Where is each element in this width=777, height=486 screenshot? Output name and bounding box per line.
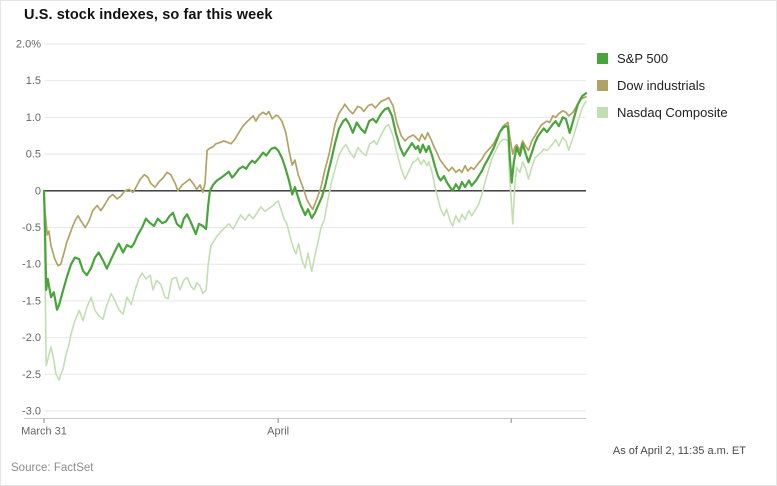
y-axis-tick-label: -0.5 <box>22 222 41 234</box>
x-axis-tick-label: March 31 <box>21 426 67 438</box>
legend-label: Dow industrials <box>617 78 706 93</box>
chart-title: U.S. stock indexes, so far this week <box>24 7 273 23</box>
legend-label: Nasdaq Composite <box>617 105 728 120</box>
legend-swatch <box>597 53 608 64</box>
y-axis-tick-label: 0 <box>35 185 41 197</box>
legend-swatch <box>597 80 608 91</box>
legend-swatch <box>597 107 608 118</box>
y-axis-tick-label: -2.5 <box>22 369 41 381</box>
series-line-dow-industrials <box>43 95 587 267</box>
series-line-nasdaq-composite <box>43 100 587 382</box>
source-note: Source: FactSet <box>11 462 94 474</box>
y-axis-tick-label: -2.0 <box>22 332 41 344</box>
chart-legend: S&P 500 Dow industrials Nasdaq Composite <box>597 50 728 131</box>
y-axis-tick-label: 1.5 <box>26 75 41 87</box>
line-chart: 2.0% 1.5 1.0 0.5 0 -0.5 -1.0 -1.5 -2.0 -2.5 -3.0 Ma… <box>16 39 588 438</box>
legend-item: Nasdaq Composite <box>597 104 728 121</box>
y-axis-tick-label: 1.0 <box>26 112 41 124</box>
as-of-note: As of April 2, 11:35 a.m. ET <box>612 445 746 457</box>
y-axis-tick-label: -1.5 <box>22 295 41 307</box>
y-axis-tick-label: -3.0 <box>22 406 41 418</box>
y-axis-tick-label: 2.0% <box>16 39 41 51</box>
legend-label: S&P 500 <box>617 51 669 66</box>
series-line-s-p-500 <box>42 92 588 311</box>
legend-item: Dow industrials <box>597 77 728 94</box>
legend-item: S&P 500 <box>597 50 728 67</box>
x-axis-tick-label: April <box>267 426 289 438</box>
y-axis-tick-label: -1.0 <box>22 259 41 271</box>
y-axis-tick-label: 0.5 <box>26 149 41 161</box>
